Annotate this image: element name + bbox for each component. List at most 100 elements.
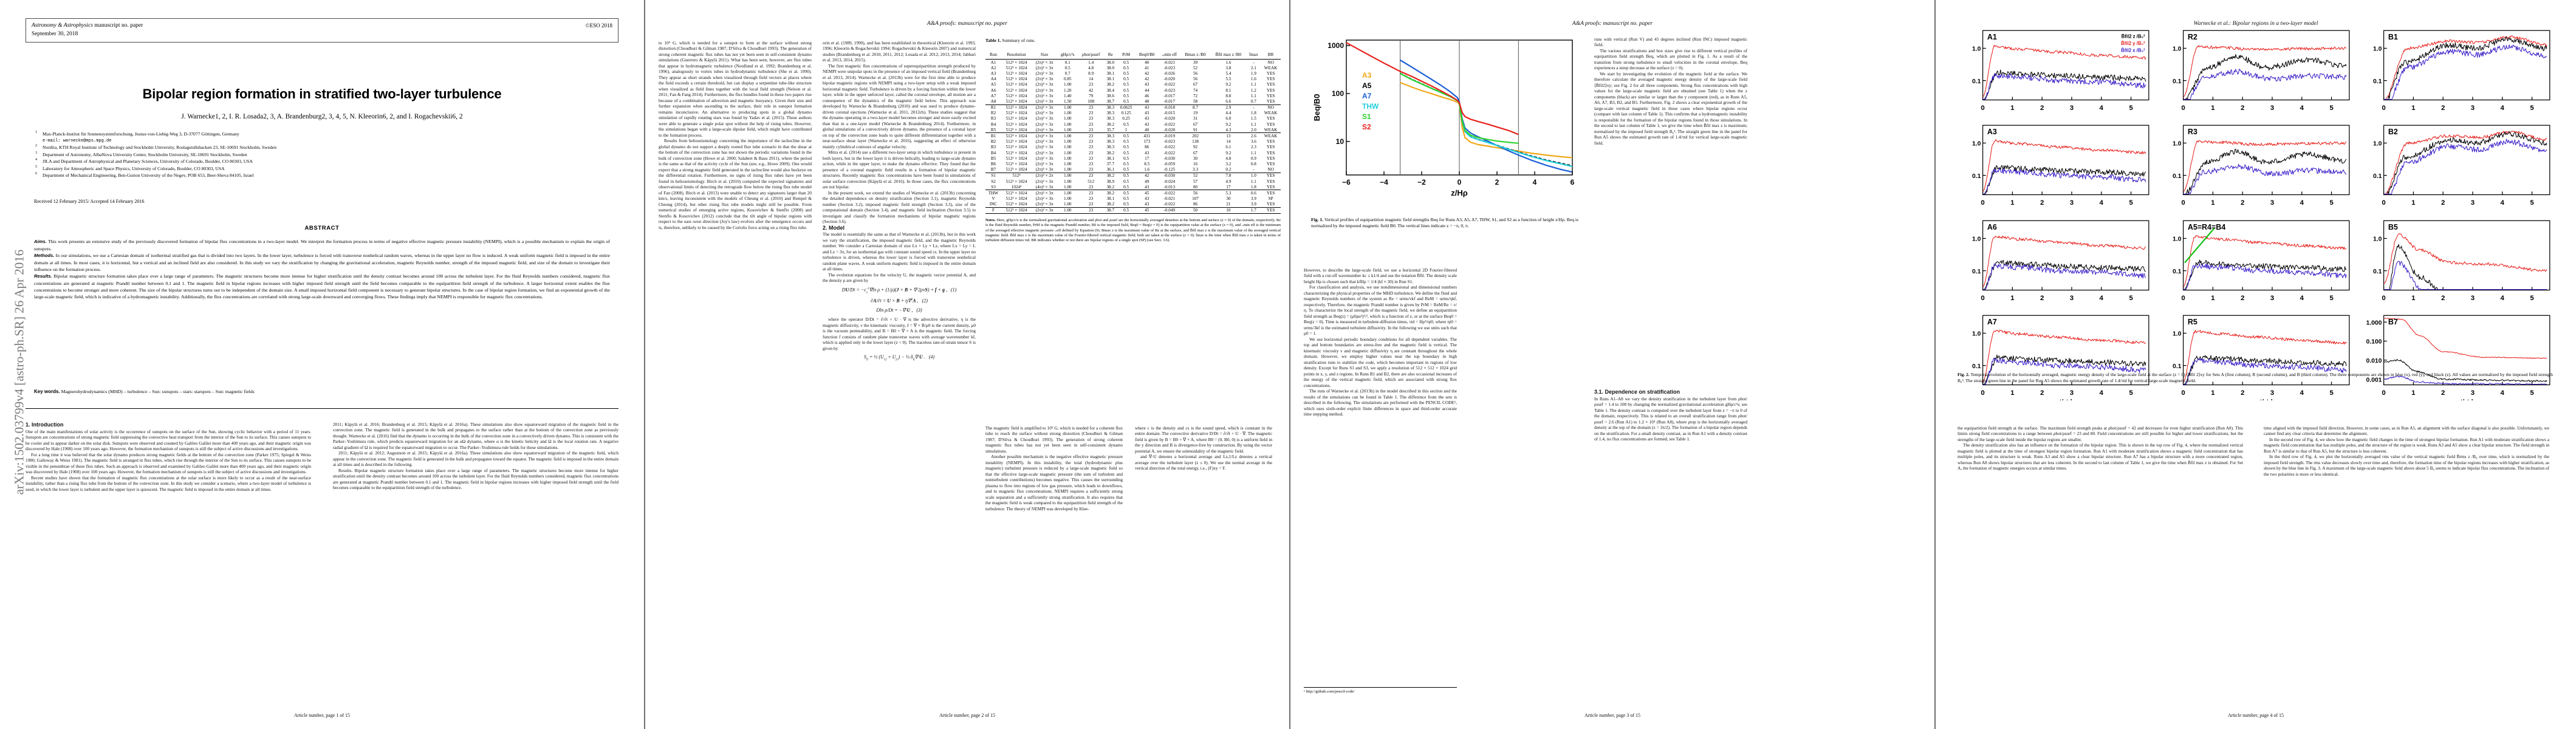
- table-cell: 1.00: [1063, 167, 1072, 173]
- table-cell: 23: [1089, 150, 1094, 156]
- table-cell: 0.5: [1123, 184, 1129, 190]
- table-cell: 8.7: [1180, 104, 1211, 111]
- panel-frame: [2182, 125, 2350, 196]
- table-cell: NO: [1267, 60, 1274, 65]
- x-tick-label: 0: [2382, 200, 2385, 207]
- x-tick-label: 4: [2100, 295, 2104, 302]
- series-curve-0: [2183, 330, 2347, 382]
- x-tick-label: 0: [2382, 104, 2385, 112]
- table-cell: A2: [990, 65, 996, 70]
- table-row: INC 512² × 1024 (2π)² × 3π 1.00 23 38.2 0.5 43 -…: [985, 202, 1281, 208]
- table-cell: A1: [990, 60, 996, 65]
- table-cell: 512² × 1024: [1005, 179, 1027, 184]
- table-cell: B3: [990, 145, 996, 150]
- table-cell: NO: [1267, 167, 1274, 173]
- section-heading-introduction: 1. Introduction: [26, 422, 64, 428]
- series-curve-2: [2183, 164, 2347, 195]
- table-cell: 35.7: [1106, 127, 1115, 132]
- table-cell: 3.9: [1250, 196, 1256, 202]
- table-cell: 512² × 1024: [1005, 150, 1027, 156]
- table-cell: 30: [1226, 196, 1231, 202]
- table-cell: 0.1: [1064, 60, 1070, 65]
- y-tick-label: 10: [1336, 137, 1345, 146]
- y-tick-label: 0.1: [2173, 78, 2182, 85]
- p2-model-paragraph-2: The evolution equations for the velocity…: [823, 272, 976, 284]
- panel-plot: 1.0 0.1 0 1 2 3 4 5 R3: [2173, 125, 2350, 207]
- table-cell: 48: [1145, 98, 1149, 104]
- x-tick-label: 5: [2530, 104, 2534, 112]
- table-row: R5 512² × 1024 (2π)² × 3π 1.00 23 35.7 1 40 -0.0…: [985, 127, 1281, 133]
- series-curve-1: [2383, 131, 2547, 195]
- p3-c2-paragraph-4: In Runs A1–A8 we vary the density strati…: [1594, 395, 1747, 442]
- table-cell: 3.9: [1250, 202, 1256, 207]
- keywords-line: Key words. Magnetohydrodynamics (MHD) – …: [34, 389, 610, 394]
- panel-label: B5: [2388, 223, 2398, 231]
- legend-entry-A3: A3: [1362, 71, 1372, 80]
- table-cell: 23: [1078, 104, 1105, 111]
- table-cell: (2π)² × 3π: [1035, 196, 1053, 202]
- runs-summary-table: Run Resolution Size gHρ/c²s ρbot/ρsurf R…: [985, 52, 1281, 214]
- table-cell: 10: [1210, 207, 1247, 214]
- affiliation-item: 2 Nordita, KTH Royal Institute of Technol…: [35, 144, 277, 151]
- table-row: S1 512³ (2π)² × 2π 1.00 23 38.2 0.5 42 -0.030 52 7…: [985, 172, 1281, 179]
- panel-label: A6: [1987, 223, 1997, 231]
- x-tick-label: 1: [2211, 200, 2215, 207]
- series-curve-2: [2383, 139, 2547, 195]
- manuscript-no: manuscript no. paper: [92, 22, 143, 29]
- page-footer-1: Article number, page 1 of 15: [293, 713, 351, 718]
- series-curve-2: [1982, 168, 2146, 195]
- table-cell: 67: [1193, 82, 1198, 87]
- x-tick-label: 3: [2471, 104, 2475, 112]
- table-cell: 45: [1135, 190, 1159, 196]
- x-tick-label: 2: [2241, 390, 2244, 397]
- table-cell: 0.2: [1225, 167, 1231, 173]
- table-cell: 512² × 1024: [1005, 60, 1027, 65]
- table-cell: (2π)² × 3π: [1035, 127, 1053, 132]
- table-cell: 38.3: [1104, 132, 1117, 139]
- table-cell: 108: [1088, 98, 1095, 104]
- table-cell: 38.9: [1106, 179, 1115, 184]
- table-cell: 23: [1078, 132, 1105, 139]
- x-tick-label: 2: [2441, 104, 2445, 112]
- y-tick-label: 1.0: [1972, 141, 1981, 148]
- table-cell: 40: [1145, 127, 1149, 132]
- x-tick-label: 5: [2530, 295, 2534, 302]
- table-row: R1 512² × 1024 (2π)² × 3π 1.00 23 38.3 0.0625 4…: [985, 104, 1281, 111]
- x-tick-label: 4: [1533, 178, 1537, 187]
- page-footer-2: Article number, page 2 of 15: [939, 713, 996, 718]
- y-tick-label: 0.1: [2173, 173, 2182, 180]
- table-cell: -0.022: [1163, 202, 1176, 207]
- table-cell: 1.4: [1088, 60, 1094, 65]
- table-cell: 0.5: [1123, 145, 1129, 150]
- table-cell: 2.3: [1250, 145, 1256, 150]
- table-cell: 1.00: [1063, 111, 1072, 116]
- table-cell: 0.85: [1063, 77, 1072, 82]
- p2-column-1: to 10⁵ G, which is needed for a sunspot …: [659, 40, 812, 230]
- series-curve-1: [1982, 355, 2146, 385]
- table-cell: B1: [985, 132, 1002, 139]
- table-cell: 512² × 1024: [1005, 111, 1027, 116]
- figure-1-caption-label: Fig. 1.: [1311, 217, 1324, 222]
- table-cell: 23: [1089, 116, 1094, 122]
- table-cell: 0.5: [1117, 132, 1136, 139]
- table-cell: 0.5: [1123, 82, 1129, 87]
- p2-c1-paragraph-1: to 10⁵ G, which is needed for a sunspot …: [659, 40, 812, 138]
- table-cell: WEAK: [1264, 65, 1278, 70]
- p4-c2-paragraph-3: In the third row of Fig. 4, we plot the …: [2264, 454, 2549, 477]
- legend-entry-0: B̄fil2 z /B₀²: [2122, 34, 2145, 39]
- y-tick-label: 0.1: [2373, 78, 2382, 85]
- table-cell: 36.1: [1106, 167, 1115, 173]
- x-tick-label: 3: [2070, 390, 2074, 397]
- table-cell: 23: [1089, 145, 1094, 150]
- table-cell: (4π)² × 3π: [1035, 184, 1053, 190]
- series-curve-0: [2183, 235, 2347, 287]
- x-tick-label: 2: [2040, 295, 2044, 302]
- series-A7: [1399, 59, 1573, 173]
- table-cell: 50: [1180, 207, 1211, 214]
- y-tick-label: 1.0: [2373, 141, 2382, 148]
- table-cell: 0.5: [1123, 60, 1129, 65]
- p2-c2-paragraph-1: orin et al. (1989, 1990), and has been e…: [823, 40, 976, 63]
- legend-entry-2: B̄fil2 x /B₀²: [2121, 48, 2145, 53]
- table-1-container: Table 1. Summary of runs. Run Resolution…: [985, 38, 1281, 244]
